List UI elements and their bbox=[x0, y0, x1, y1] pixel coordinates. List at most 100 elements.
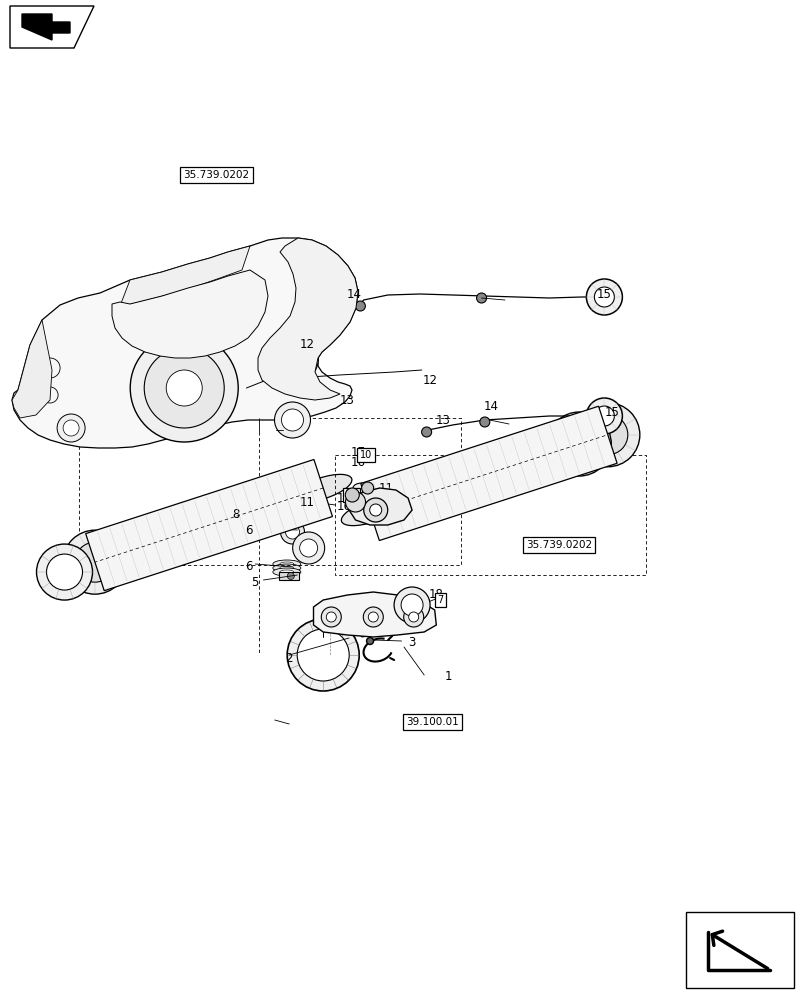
Text: 12: 12 bbox=[423, 373, 437, 386]
Text: 9: 9 bbox=[366, 484, 374, 496]
Text: 13: 13 bbox=[436, 414, 450, 426]
Polygon shape bbox=[357, 623, 384, 637]
Text: 6: 6 bbox=[245, 524, 253, 536]
Circle shape bbox=[364, 607, 383, 627]
Circle shape bbox=[477, 293, 486, 303]
Text: 10: 10 bbox=[360, 450, 372, 460]
Circle shape bbox=[166, 370, 202, 406]
Circle shape bbox=[404, 607, 423, 627]
Polygon shape bbox=[279, 572, 299, 580]
Circle shape bbox=[322, 607, 341, 627]
Circle shape bbox=[356, 301, 365, 311]
Text: 11: 11 bbox=[300, 496, 314, 510]
Ellipse shape bbox=[273, 564, 301, 572]
Circle shape bbox=[57, 414, 85, 442]
Circle shape bbox=[364, 498, 388, 522]
Text: 39.100.01: 39.100.01 bbox=[406, 717, 459, 727]
Polygon shape bbox=[12, 238, 358, 448]
Circle shape bbox=[280, 520, 305, 544]
Circle shape bbox=[292, 532, 325, 564]
Circle shape bbox=[587, 279, 622, 315]
Polygon shape bbox=[314, 592, 436, 637]
Circle shape bbox=[547, 412, 612, 476]
Circle shape bbox=[345, 488, 360, 502]
Circle shape bbox=[346, 492, 365, 512]
Text: 35.739.0202: 35.739.0202 bbox=[526, 540, 592, 550]
Ellipse shape bbox=[280, 570, 294, 574]
Circle shape bbox=[287, 619, 360, 691]
Text: 13: 13 bbox=[340, 393, 355, 406]
Circle shape bbox=[409, 612, 419, 622]
Circle shape bbox=[367, 638, 373, 645]
Ellipse shape bbox=[294, 474, 352, 502]
Polygon shape bbox=[112, 270, 268, 358]
Text: 2: 2 bbox=[285, 652, 293, 664]
Polygon shape bbox=[120, 246, 250, 306]
Text: 1: 1 bbox=[444, 670, 452, 684]
Text: 4: 4 bbox=[402, 624, 410, 637]
Circle shape bbox=[362, 482, 373, 494]
Text: 14: 14 bbox=[347, 288, 361, 302]
Circle shape bbox=[576, 403, 640, 467]
Circle shape bbox=[267, 332, 318, 384]
Polygon shape bbox=[22, 14, 70, 40]
Circle shape bbox=[288, 572, 294, 580]
Polygon shape bbox=[361, 406, 617, 541]
Text: 17: 17 bbox=[337, 491, 351, 504]
Text: 14: 14 bbox=[484, 400, 499, 414]
Circle shape bbox=[595, 287, 614, 307]
Circle shape bbox=[326, 612, 336, 622]
Circle shape bbox=[75, 542, 115, 582]
Circle shape bbox=[480, 417, 490, 427]
Text: 3: 3 bbox=[408, 637, 416, 650]
Circle shape bbox=[36, 544, 92, 600]
Circle shape bbox=[401, 594, 423, 616]
Circle shape bbox=[587, 398, 622, 434]
Text: 12: 12 bbox=[300, 338, 314, 352]
Circle shape bbox=[595, 406, 614, 426]
Circle shape bbox=[300, 539, 318, 557]
Ellipse shape bbox=[280, 562, 294, 566]
Circle shape bbox=[297, 629, 349, 681]
Text: 8: 8 bbox=[232, 508, 240, 520]
Circle shape bbox=[368, 612, 378, 622]
Ellipse shape bbox=[273, 568, 301, 576]
Ellipse shape bbox=[280, 566, 294, 570]
Circle shape bbox=[285, 525, 300, 539]
Text: 16: 16 bbox=[351, 456, 365, 468]
Text: 15: 15 bbox=[597, 288, 612, 302]
Circle shape bbox=[281, 409, 304, 431]
Text: 11: 11 bbox=[379, 482, 393, 494]
Ellipse shape bbox=[66, 549, 124, 576]
Circle shape bbox=[275, 402, 310, 438]
Text: 15: 15 bbox=[605, 406, 620, 420]
Circle shape bbox=[588, 415, 628, 455]
Circle shape bbox=[422, 427, 431, 437]
Polygon shape bbox=[258, 238, 358, 400]
Polygon shape bbox=[12, 320, 52, 418]
Circle shape bbox=[130, 334, 238, 442]
Circle shape bbox=[394, 587, 430, 623]
Text: 10: 10 bbox=[345, 490, 358, 500]
Polygon shape bbox=[10, 6, 94, 48]
Text: 35.739.0202: 35.739.0202 bbox=[183, 170, 250, 180]
Text: 6: 6 bbox=[245, 560, 253, 572]
Ellipse shape bbox=[341, 498, 399, 526]
Polygon shape bbox=[86, 459, 332, 591]
Polygon shape bbox=[349, 488, 412, 525]
Circle shape bbox=[370, 504, 381, 516]
Ellipse shape bbox=[353, 483, 371, 493]
Circle shape bbox=[559, 424, 600, 464]
Circle shape bbox=[47, 554, 82, 590]
Circle shape bbox=[63, 420, 79, 436]
Circle shape bbox=[276, 341, 309, 375]
Circle shape bbox=[144, 348, 225, 428]
Text: 16: 16 bbox=[337, 500, 351, 514]
Text: 18: 18 bbox=[429, 587, 444, 600]
Circle shape bbox=[63, 530, 127, 594]
Polygon shape bbox=[270, 512, 292, 522]
Text: 7: 7 bbox=[437, 595, 444, 605]
Ellipse shape bbox=[273, 560, 301, 568]
Ellipse shape bbox=[579, 421, 637, 448]
Polygon shape bbox=[686, 912, 794, 988]
